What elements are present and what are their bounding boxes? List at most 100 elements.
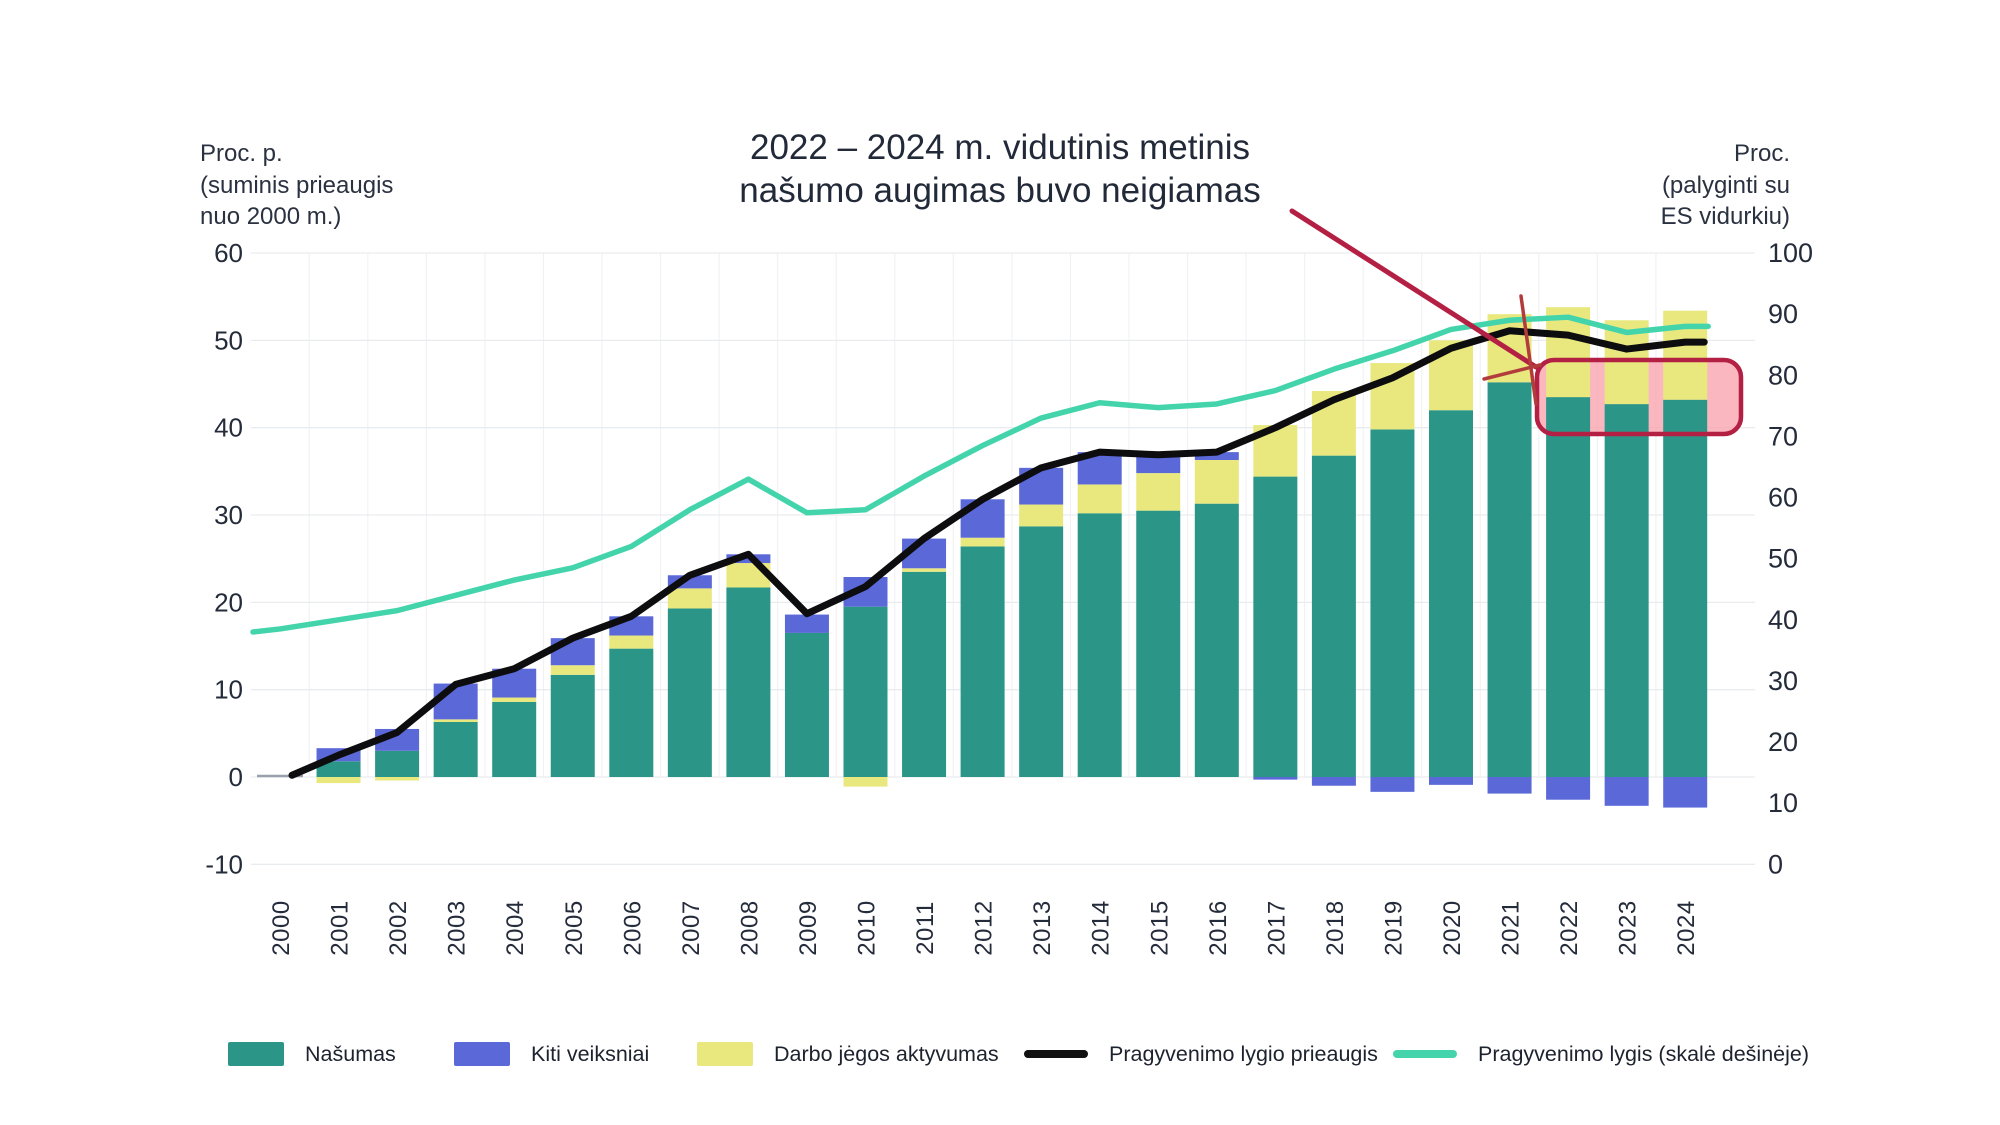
year-tick-label: 2023 — [1615, 900, 1642, 955]
year-tick-label: 2016 — [1205, 900, 1232, 955]
year-tick-label: 2010 — [854, 900, 881, 955]
year-tick-label: 2014 — [1088, 900, 1115, 955]
year-tick-label: 2002 — [385, 900, 412, 955]
bar-segment — [784, 614, 829, 633]
bar-segment — [1077, 513, 1122, 777]
teal-line-swatch-icon — [1393, 1050, 1457, 1058]
right-axis-title: Proc. (palyginti su ES vidurkiu) — [1660, 140, 1790, 231]
left-axis-tick-label: -10 — [205, 849, 243, 879]
chart-title: 2022 – 2024 m. vidutinis metinis našumo … — [739, 128, 1261, 211]
bar-segment — [1487, 777, 1532, 794]
annotation-pointer-line — [1289, 208, 1539, 370]
left-axis-tick-label: 40 — [214, 413, 243, 443]
legend-label: Našumas — [305, 1041, 396, 1066]
year-tick-label: 2003 — [444, 900, 471, 955]
annotation-pointer-line — [1482, 363, 1542, 381]
year-tick-label: 2021 — [1498, 900, 1525, 955]
bar-segment — [1604, 404, 1649, 777]
bar-segment — [1077, 484, 1122, 514]
bar-segment — [1429, 777, 1473, 785]
year-tick-label: 2019 — [1380, 900, 1407, 955]
bar-segment — [1604, 777, 1649, 806]
bar-segment — [609, 648, 654, 777]
bar-segment — [433, 721, 478, 777]
bar-segment — [1194, 459, 1239, 504]
legend-item-pragyvenimo-lygio-prieaugis: Pragyvenimo lygio prieaugis — [1024, 1036, 1378, 1072]
bar-segment — [1311, 777, 1356, 786]
living-standard-level-line — [250, 314, 1711, 635]
right-axis-tick-label: 10 — [1768, 788, 1798, 818]
right-axis-tick-label: 50 — [1768, 544, 1798, 574]
year-tick-label: 2009 — [795, 900, 822, 955]
bar-segment — [1253, 476, 1298, 777]
year-tick-label: 2012 — [971, 900, 998, 955]
bar-segment — [492, 701, 537, 777]
bar-segment — [726, 587, 771, 777]
right-axis-tick-label: 100 — [1768, 238, 1813, 268]
living-standard-growth-line — [288, 327, 1708, 779]
bar-segment — [1311, 455, 1356, 777]
bar-segment — [375, 777, 420, 781]
legend-label: Pragyvenimo lygis (skalė dešinėje) — [1478, 1041, 1810, 1066]
bar-segment — [1194, 452, 1239, 460]
left-axis-tick-label: 20 — [214, 587, 243, 617]
year-tick-label: 2005 — [561, 900, 588, 955]
bar-segment — [902, 571, 947, 777]
right-axis-tick-label: 90 — [1768, 299, 1798, 329]
bar-segment — [843, 777, 888, 787]
year-tick-label: 2000 — [268, 900, 295, 955]
legend-item-pragyvenimo-lygis: Pragyvenimo lygis (skalė dešinėje) — [1393, 1036, 1809, 1072]
bar-segment — [1546, 397, 1591, 777]
legend-item-darbo-jegos-aktyvumas: Darbo jėgos aktyvumas — [697, 1036, 999, 1072]
bar-segment — [1429, 410, 1473, 777]
year-tick-label: 2024 — [1673, 900, 1700, 955]
year-tick-label: 2006 — [619, 900, 646, 955]
bar-segment — [1663, 777, 1708, 808]
bar-segment — [1136, 454, 1181, 474]
bar-segment — [550, 665, 595, 675]
bar-segment — [1370, 777, 1415, 792]
year-tick-label: 2008 — [736, 900, 763, 955]
right-axis-tick-label: 70 — [1768, 421, 1798, 451]
bar-segment — [902, 568, 947, 572]
bar-segment — [1253, 777, 1298, 780]
left-axis-tick-label: 30 — [214, 500, 243, 530]
legend-label: Darbo jėgos aktyvumas — [774, 1041, 999, 1066]
left-axis-tick-label: 0 — [229, 762, 243, 792]
highlight-box-border — [1534, 357, 1744, 437]
legend-item-nasumas: Našumas — [228, 1036, 396, 1072]
year-tick-label: 2001 — [327, 900, 354, 955]
bar-segment — [667, 608, 712, 777]
right-axis-tick-label: 80 — [1768, 360, 1798, 390]
right-axis-tick-label: 60 — [1768, 483, 1798, 513]
left-axis-tick-label: 50 — [214, 325, 243, 355]
year-tick-label: 2013 — [1029, 900, 1056, 955]
legend-label: Pragyvenimo lygio prieaugis — [1109, 1041, 1378, 1066]
bar-segment — [1136, 510, 1181, 777]
bar-segment — [375, 750, 420, 777]
bar-segment — [433, 683, 478, 720]
bar-segment — [609, 635, 654, 649]
bar-segment — [492, 697, 537, 702]
bar-segment — [1546, 777, 1591, 800]
right-axis-tick-label: 40 — [1768, 605, 1798, 635]
bar-segment — [1487, 382, 1532, 777]
bar-segment — [1019, 504, 1064, 527]
year-tick-label: 2011 — [912, 901, 939, 955]
right-axis-tick-label: 0 — [1768, 849, 1783, 879]
year-tick-label: 2022 — [1556, 900, 1583, 955]
bar-segment — [784, 632, 829, 777]
bar-segment — [960, 546, 1005, 777]
year-tick-label: 2007 — [678, 900, 705, 955]
kiti-veiksniai-swatch-icon — [454, 1042, 510, 1066]
bar-segment — [667, 588, 712, 609]
nasumas-swatch-icon — [228, 1042, 284, 1066]
bar-segment — [550, 674, 595, 777]
black-line-swatch-icon — [1024, 1050, 1088, 1058]
left-axis-tick-label: 60 — [214, 238, 243, 268]
right-axis-tick-label: 20 — [1768, 727, 1798, 757]
bar-segment — [1663, 399, 1708, 777]
year-tick-label: 2018 — [1322, 900, 1349, 955]
